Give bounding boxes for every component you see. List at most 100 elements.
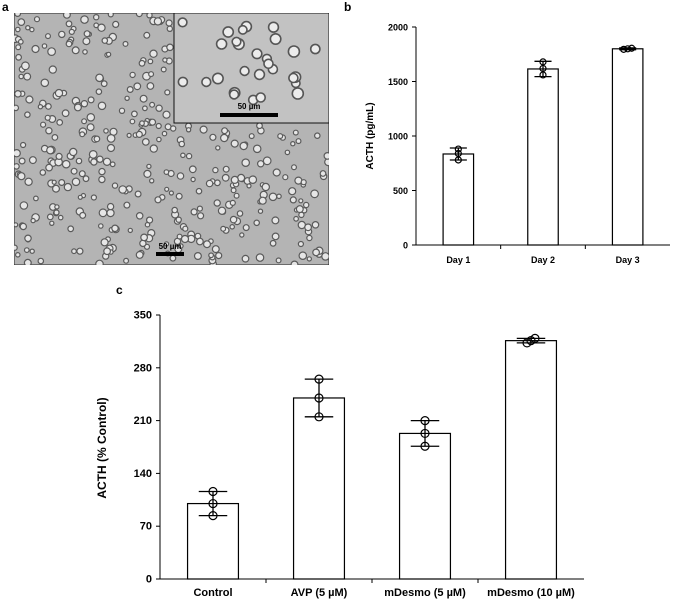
- cell: [14, 104, 20, 112]
- cell: [14, 244, 18, 251]
- cell: [82, 49, 88, 55]
- cell: [229, 199, 236, 206]
- cell: [193, 252, 202, 261]
- cell: [98, 223, 104, 229]
- cell: [127, 227, 134, 234]
- inset-cell: [288, 72, 299, 84]
- bar: [504, 340, 558, 580]
- cell: [77, 194, 83, 200]
- x-tick-label: Control: [193, 587, 232, 599]
- cell: [162, 57, 168, 63]
- cell: [190, 176, 196, 183]
- cell: [79, 131, 86, 138]
- cell: [129, 71, 136, 79]
- inset-cell: [263, 58, 274, 70]
- x-tick-label: Day 3: [616, 255, 640, 265]
- cell: [242, 224, 250, 232]
- cell: [112, 20, 120, 28]
- data-point: [530, 333, 540, 343]
- data-point: [314, 374, 324, 384]
- inset-cell: [222, 26, 235, 38]
- cell: [275, 257, 282, 264]
- cell: [139, 239, 147, 248]
- cell: [87, 96, 95, 104]
- cell: [82, 37, 91, 46]
- cell: [141, 105, 148, 112]
- cell: [14, 13, 22, 17]
- cell: [19, 201, 29, 210]
- cell: [29, 248, 35, 254]
- cell: [135, 130, 143, 139]
- cell: [95, 88, 103, 96]
- cell: [166, 43, 174, 52]
- cell: [95, 73, 104, 83]
- cell: [261, 182, 270, 192]
- cell: [252, 144, 262, 154]
- cell: [23, 72, 32, 81]
- cell: [310, 189, 320, 199]
- cell: [58, 179, 66, 187]
- cell: [241, 158, 251, 168]
- cell: [107, 13, 114, 18]
- cell: [14, 90, 22, 98]
- cell: [185, 152, 193, 160]
- cell: [146, 82, 155, 90]
- inset-cell: [201, 76, 212, 88]
- y-tick-label: 350: [134, 310, 152, 322]
- cell: [162, 110, 171, 119]
- cell: [14, 252, 21, 258]
- cell: [111, 182, 119, 189]
- cell: [178, 140, 186, 148]
- cell: [205, 179, 214, 188]
- cell: [149, 49, 158, 58]
- x-tick-label: Day 1: [446, 255, 470, 265]
- cell: [289, 196, 297, 204]
- cell: [58, 30, 66, 39]
- cell: [102, 157, 112, 166]
- cell: [255, 253, 265, 262]
- cell: [304, 223, 313, 232]
- cell: [106, 208, 115, 218]
- cell: [271, 232, 280, 241]
- cell: [148, 71, 155, 78]
- cell: [130, 110, 138, 118]
- cell: [149, 101, 156, 108]
- x-tick-label: mDesmo (5 µM): [384, 587, 466, 599]
- cell: [284, 149, 291, 156]
- cell: [169, 254, 177, 262]
- x-tick-label: AVP (5 µM): [291, 587, 348, 599]
- cell: [217, 206, 227, 215]
- cell: [100, 238, 109, 247]
- y-tick-label: 140: [134, 468, 152, 480]
- cell: [41, 43, 48, 49]
- cell: [18, 73, 25, 80]
- cell: [98, 175, 106, 184]
- cell: [71, 177, 81, 187]
- cell: [239, 141, 248, 151]
- cell: [56, 118, 64, 126]
- cell: [29, 26, 35, 33]
- inset-cell: [237, 24, 248, 35]
- cell: [190, 208, 198, 216]
- cell: [81, 118, 88, 125]
- cell: [154, 196, 162, 204]
- cell: [161, 130, 168, 137]
- inset-cell: [267, 21, 280, 33]
- y-tick-label: 1000: [388, 132, 408, 142]
- cell: [14, 222, 19, 228]
- inset-cell: [239, 65, 250, 77]
- micrograph-image: 50 µm 50 µm: [14, 13, 329, 265]
- x-tick-label: Day 2: [531, 255, 555, 265]
- cell: [18, 157, 26, 165]
- cell: [47, 47, 56, 56]
- cell: [82, 175, 90, 183]
- cell: [209, 133, 217, 141]
- y-tick-label: 70: [140, 521, 152, 533]
- cell: [96, 155, 104, 163]
- cell: [51, 179, 57, 185]
- y-tick-label: 280: [134, 362, 152, 374]
- cell: [253, 219, 261, 227]
- cell: [71, 46, 80, 55]
- cell: [292, 129, 299, 136]
- y-tick-label: 0: [403, 241, 408, 251]
